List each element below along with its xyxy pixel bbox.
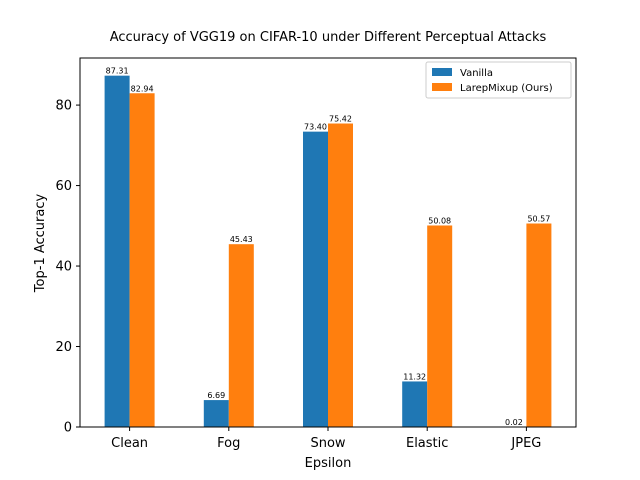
y-tick-label: 60 <box>55 179 72 194</box>
x-tick-label-elastic: Elastic <box>406 436 448 451</box>
x-axis-ticks: Clean Fog Snow Elastic JPEG <box>111 427 541 451</box>
bar-larepmixup-ours-jpeg <box>526 223 552 427</box>
bar-vanilla-fog <box>203 400 229 427</box>
data-label-larepmixup-ours-elastic: 50.08 <box>428 216 451 225</box>
bar-vanilla-snow <box>303 131 328 427</box>
data-label-larepmixup-ours-fog: 45.43 <box>230 235 253 244</box>
legend-frame <box>425 61 572 99</box>
y-axis-label: Top-1 Accuracy <box>33 194 48 294</box>
data-label-vanilla-snow: 73.40 <box>304 123 327 132</box>
bar-vanilla-clean <box>104 75 130 428</box>
legend-swatch-vanilla <box>432 68 452 76</box>
y-axis-ticks: 0 20 40 60 80 <box>55 99 80 436</box>
bar-larepmixup-ours-clean <box>129 93 155 428</box>
x-tick-label-snow: Snow <box>310 436 345 451</box>
y-tick-label: 20 <box>55 340 72 355</box>
y-tick-label: 80 <box>55 99 72 114</box>
x-tick-label-jpeg: JPEG <box>510 436 541 451</box>
legend-label-vanilla: Vanilla <box>460 68 493 79</box>
legend-label-larepmixup: LarepMixup (Ours) <box>460 83 553 94</box>
bar-larepmixup-ours-elastic <box>427 225 453 427</box>
y-tick-label: 0 <box>64 421 72 436</box>
bar-larepmixup-ours-fog <box>228 244 254 427</box>
data-label-vanilla-fog: 6.69 <box>207 391 225 400</box>
x-axis-label: Epsilon <box>305 456 352 471</box>
bar-vanilla-elastic <box>402 381 428 427</box>
legend: Vanilla LarepMixup (Ours) <box>425 61 572 99</box>
bars-group <box>104 75 552 428</box>
x-tick-label-fog: Fog <box>217 436 240 451</box>
data-labels-group: 87.31 6.69 73.40 11.32 0.02 82.94 45.43 75.42 50… <box>106 67 551 427</box>
data-label-vanilla-elastic: 11.32 <box>403 372 426 381</box>
data-label-vanilla-clean: 87.31 <box>106 67 129 76</box>
x-tick-label-clean: Clean <box>111 436 148 451</box>
chart-title: Accuracy of VGG19 on CIFAR-10 under Diff… <box>110 30 547 45</box>
data-label-vanilla-jpeg: 0.02 <box>505 418 523 427</box>
legend-swatch-larepmixup <box>432 83 452 91</box>
bar-larepmixup-ours-snow <box>328 123 353 428</box>
y-tick-label: 40 <box>55 260 72 275</box>
data-label-larepmixup-ours-jpeg: 50.57 <box>527 215 550 224</box>
data-label-larepmixup-ours-clean: 82.94 <box>131 84 154 93</box>
data-label-larepmixup-ours-snow: 75.42 <box>329 115 352 124</box>
